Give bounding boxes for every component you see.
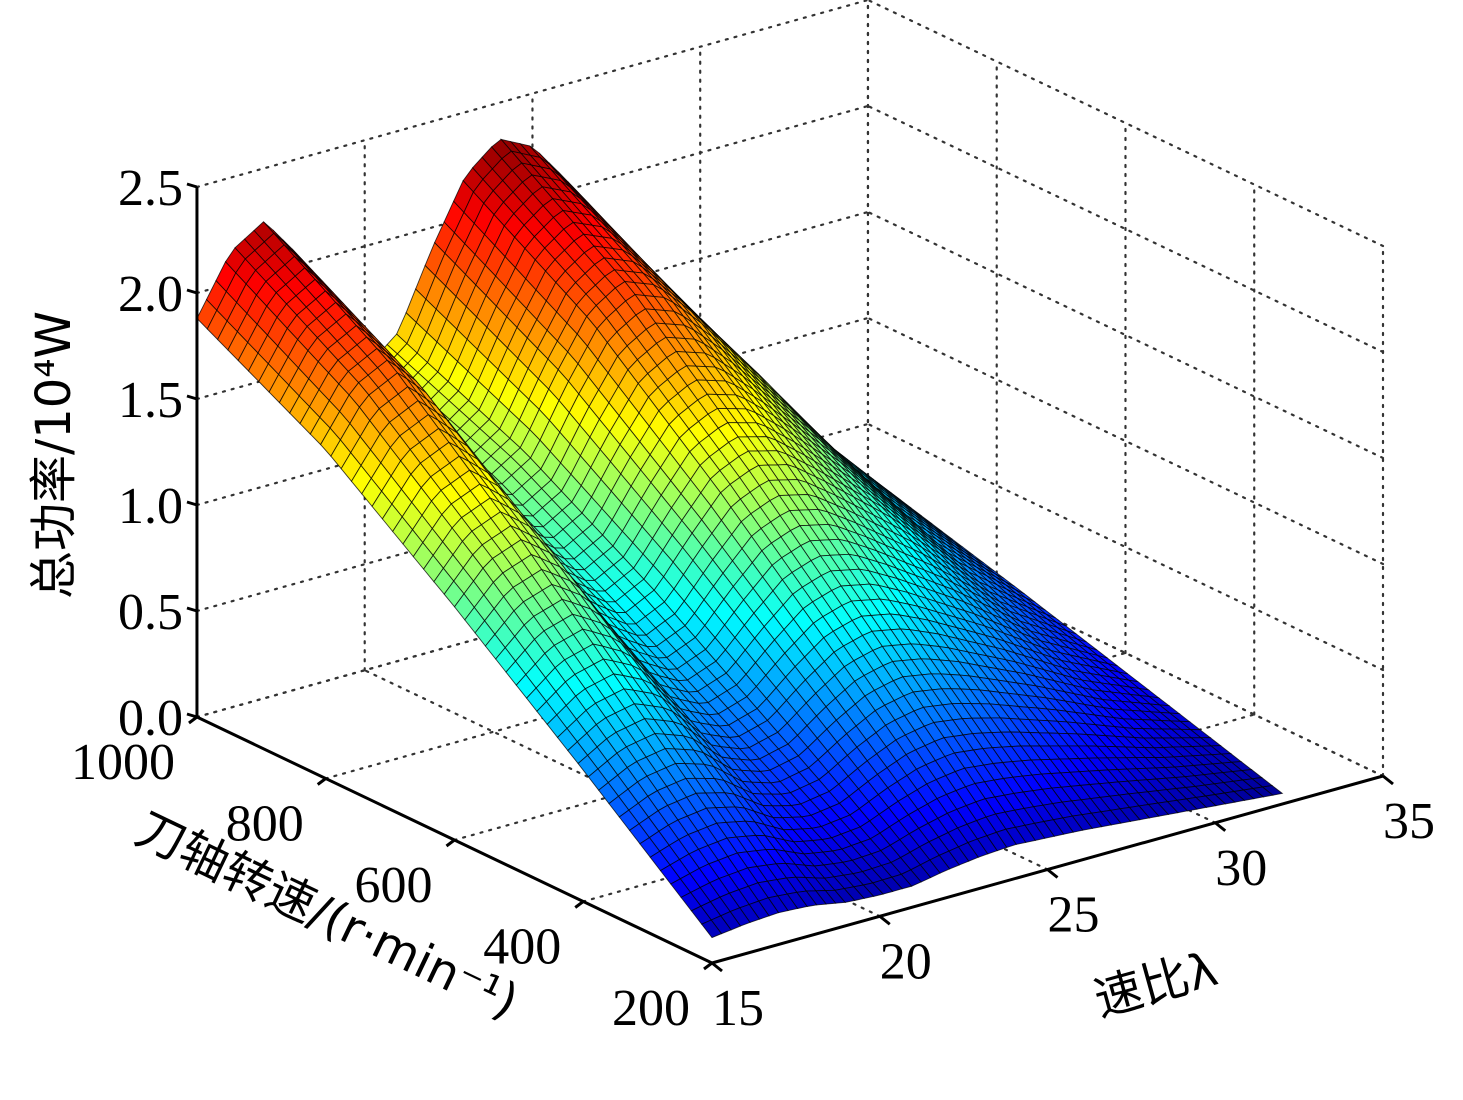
- z-tick-label: 2.5: [118, 160, 183, 217]
- z-axis-title: 总功率/10⁴W: [26, 311, 82, 599]
- z-tick: [186, 394, 198, 401]
- lambda-tick: [878, 915, 891, 926]
- z-tick: [186, 288, 198, 295]
- lambda-tick: [1046, 868, 1059, 879]
- lambda-tick: [1382, 774, 1394, 786]
- speed-axis-title: 刀轴转速/(r·min⁻¹): [127, 801, 526, 1031]
- speed-tick-label: 800: [226, 796, 304, 853]
- speed-tick-label: 200: [612, 980, 690, 1037]
- z-tick: [186, 182, 198, 189]
- lambda-axis-title: 速比λ: [1088, 941, 1223, 1028]
- speed-tick-label: 400: [483, 919, 561, 976]
- speed-tick-label: 600: [354, 857, 432, 914]
- grid-line-back-horizontal: [195, 104, 870, 295]
- z-tick-label: 1.0: [118, 478, 183, 535]
- speed-tick: [703, 961, 713, 971]
- grid-line-back-horizontal: [195, 422, 870, 613]
- surface: [196, 138, 1284, 939]
- z-tick-label: 1.5: [118, 372, 183, 429]
- z-tick: [186, 500, 198, 507]
- axes: [186, 182, 1394, 973]
- speed-tick: [574, 900, 585, 909]
- grid-line-floor-speed: [195, 528, 870, 719]
- z-tick: [186, 606, 198, 613]
- grid-line-floor-speed: [453, 651, 1127, 842]
- surface-patch: [700, 919, 723, 939]
- speed-tick-label: 1000: [71, 734, 175, 791]
- lambda-tick-label: 20: [880, 933, 932, 990]
- speed-tick: [445, 838, 456, 848]
- grid-line-back-horizontal: [195, 0, 870, 189]
- grid-line-back-horizontal: [195, 316, 870, 507]
- speed-tick: [316, 777, 327, 786]
- grid-line-floor-speed: [324, 590, 998, 780]
- lambda-tick-label: 30: [1215, 840, 1267, 897]
- lambda-tick: [711, 961, 723, 973]
- lambda-tick: [1214, 821, 1227, 832]
- speed-tick: [188, 715, 198, 725]
- z-tick-label: 0.0: [118, 690, 183, 747]
- lambda-tick-label: 35: [1383, 793, 1435, 850]
- z-tick-label: 0.5: [118, 584, 183, 641]
- lambda-tick-label: 15: [712, 980, 764, 1037]
- z-tick-label: 2.0: [118, 266, 183, 323]
- lambda-tick-label: 25: [1048, 887, 1100, 944]
